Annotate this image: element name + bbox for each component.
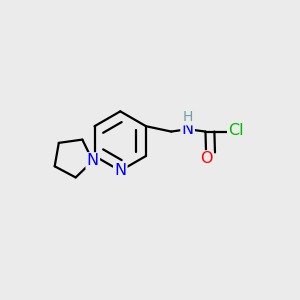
Text: H: H xyxy=(183,110,194,124)
Text: N: N xyxy=(114,163,126,178)
Text: N: N xyxy=(87,153,99,168)
Text: O: O xyxy=(200,152,212,166)
Text: N: N xyxy=(182,122,194,137)
Text: Cl: Cl xyxy=(228,124,244,139)
